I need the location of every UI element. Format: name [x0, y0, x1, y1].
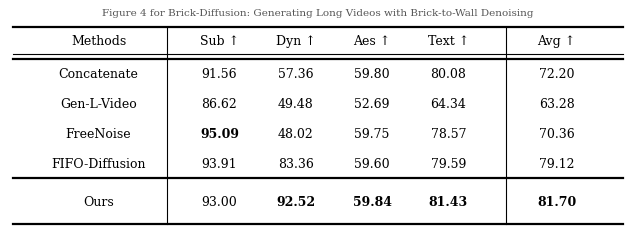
Text: 59.60: 59.60 [354, 157, 390, 170]
Text: 59.84: 59.84 [352, 195, 392, 208]
Text: FreeNoise: FreeNoise [66, 128, 132, 140]
Text: 59.75: 59.75 [354, 128, 390, 140]
Text: 79.59: 79.59 [431, 157, 466, 170]
Text: 57.36: 57.36 [278, 68, 314, 81]
Text: Text ↑: Text ↑ [428, 35, 469, 48]
Text: Methods: Methods [71, 35, 126, 48]
Text: 63.28: 63.28 [539, 98, 574, 111]
Text: 52.69: 52.69 [354, 98, 390, 111]
Text: Dyn ↑: Dyn ↑ [276, 35, 315, 48]
Text: Figure 4 for Brick-Diffusion: Generating Long Videos with Brick-to-Wall Denoisin: Figure 4 for Brick-Diffusion: Generating… [102, 9, 534, 18]
Text: 92.52: 92.52 [276, 195, 315, 208]
Text: 83.36: 83.36 [278, 157, 314, 170]
Text: FIFO-Diffusion: FIFO-Diffusion [52, 157, 146, 170]
Text: Concatenate: Concatenate [59, 68, 139, 81]
Text: Aes ↑: Aes ↑ [354, 35, 391, 48]
Text: 79.12: 79.12 [539, 157, 574, 170]
Text: 49.48: 49.48 [278, 98, 314, 111]
Text: 93.00: 93.00 [202, 195, 237, 208]
Text: 48.02: 48.02 [278, 128, 314, 140]
Text: 93.91: 93.91 [202, 157, 237, 170]
Text: 59.80: 59.80 [354, 68, 390, 81]
Text: 72.20: 72.20 [539, 68, 574, 81]
Text: 95.09: 95.09 [200, 128, 239, 140]
Text: Gen-L-Video: Gen-L-Video [60, 98, 137, 111]
Text: 80.08: 80.08 [431, 68, 466, 81]
Text: 86.62: 86.62 [202, 98, 237, 111]
Text: 81.70: 81.70 [537, 195, 576, 208]
Text: 70.36: 70.36 [539, 128, 574, 140]
Text: Avg ↑: Avg ↑ [537, 35, 576, 48]
Text: 64.34: 64.34 [431, 98, 466, 111]
Text: 78.57: 78.57 [431, 128, 466, 140]
Text: 91.56: 91.56 [202, 68, 237, 81]
Text: 81.43: 81.43 [429, 195, 468, 208]
Text: Sub ↑: Sub ↑ [200, 35, 239, 48]
Text: Ours: Ours [83, 195, 114, 208]
